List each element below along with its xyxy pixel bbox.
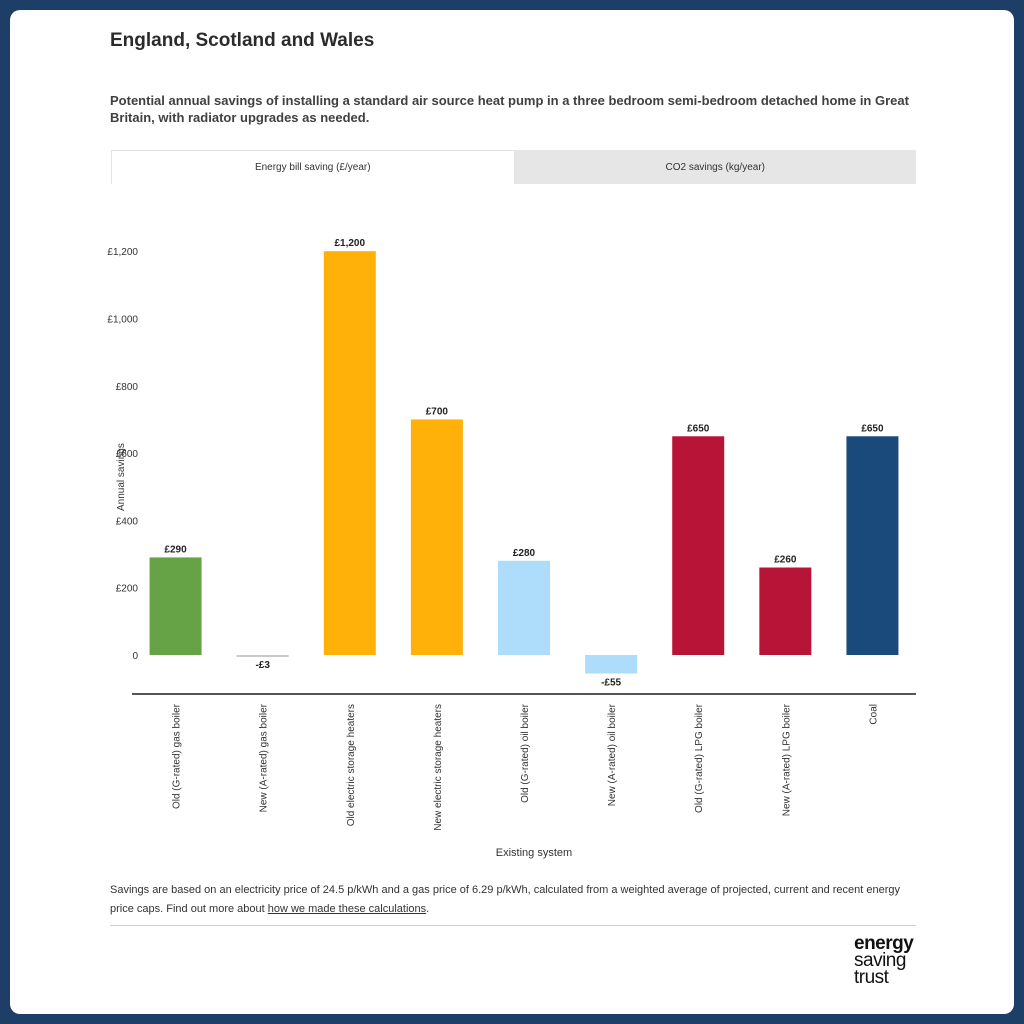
x-tick-label: New electric storage heaters <box>433 704 444 831</box>
y-tick-label: £400 <box>116 516 139 527</box>
tab-bar: Energy bill saving (£/year) CO2 savings … <box>111 150 916 184</box>
x-tick-label: Old (G-rated) oil boiler <box>520 703 531 803</box>
x-tick-label: Old (G-rated) gas boiler <box>172 703 183 809</box>
y-axis-label: Annual savings <box>116 443 127 511</box>
logo-line-energy: energy <box>854 933 914 954</box>
chart-subtitle: Potential annual savings of installing a… <box>110 93 909 125</box>
divider <box>110 925 916 926</box>
y-tick-label: £200 <box>116 584 139 595</box>
bar <box>149 557 202 655</box>
footnote-text: Savings are based on an electricity pric… <box>110 884 901 915</box>
data-label: £290 <box>164 544 187 555</box>
x-tick-label: New (A-rated) oil boiler <box>607 703 618 806</box>
bar <box>759 567 812 655</box>
x-tick-label: Old (G-rated) LPG boiler <box>694 703 705 813</box>
data-label: £700 <box>426 406 449 417</box>
y-tick-label: 0 <box>132 651 138 662</box>
x-axis-label: Existing system <box>496 847 572 859</box>
bar <box>846 436 899 655</box>
bar <box>498 560 550 655</box>
footnote: Savings are based on an electricity pric… <box>110 881 920 919</box>
x-tick-label: Old electric storage heaters <box>346 704 357 826</box>
y-tick-label: £1,000 <box>107 315 138 326</box>
page-frame: England, Scotland and Wales Potential an… <box>10 10 1014 1014</box>
data-label: -£3 <box>255 660 270 671</box>
footnote-end: . <box>426 903 430 915</box>
tab-co2-savings[interactable]: CO2 savings (kg/year) <box>665 161 765 173</box>
data-label: £650 <box>861 423 884 434</box>
bar <box>410 419 463 655</box>
x-tick-label: New (A-rated) gas boiler <box>259 703 270 812</box>
data-label: £1,200 <box>334 238 365 249</box>
bar <box>236 655 289 657</box>
calculations-link[interactable]: how we made these calculations <box>267 903 427 915</box>
chart-svg: 0 £200 £400 £600 £800 £1,000 £1,200 Annual savi… <box>107 238 916 859</box>
data-label: £280 <box>513 548 536 559</box>
energy-saving-trust-logo: energy saving trust <box>854 933 944 988</box>
tab-energy-bill-saving[interactable]: Energy bill saving (£/year) <box>111 150 515 184</box>
y-tick-label: £600 <box>116 449 139 460</box>
y-tick-label: £1,200 <box>107 247 138 258</box>
logo-line-trust: trust <box>854 967 889 988</box>
bar <box>672 436 725 655</box>
y-tick-label: £800 <box>116 382 139 393</box>
page-title: England, Scotland and Wales <box>110 30 375 51</box>
data-label: £260 <box>774 555 797 566</box>
logo-line-saving: saving <box>854 950 906 971</box>
bar <box>585 655 638 674</box>
data-label: £650 <box>687 423 710 434</box>
bar <box>323 251 376 655</box>
data-label: -£55 <box>601 678 621 689</box>
bar-chart: 0 £200 £400 £600 £800 £1,000 £1,200 Annual savi… <box>10 200 1014 870</box>
x-tick-label: New (A-rated) LPG boiler <box>781 703 792 816</box>
x-tick-label: Coal <box>868 704 879 725</box>
